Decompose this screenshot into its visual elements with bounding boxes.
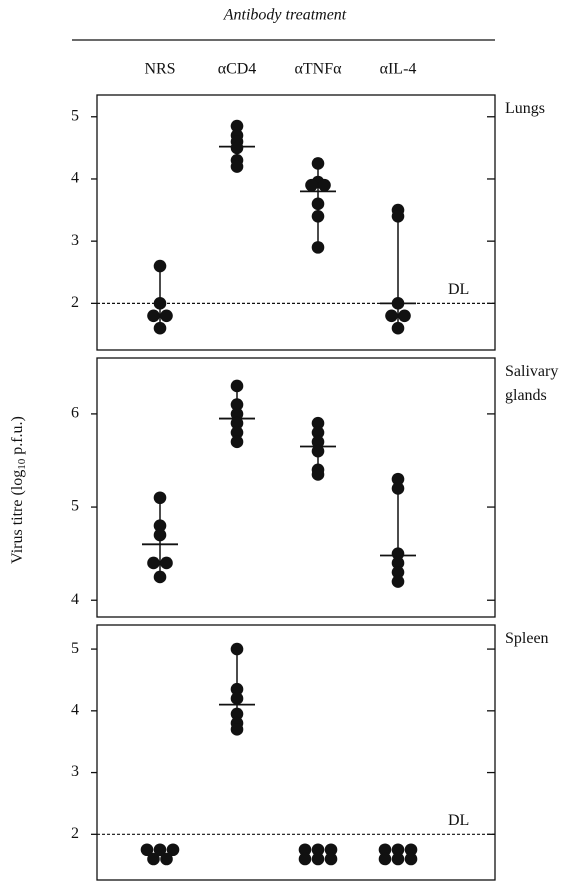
panel-frame xyxy=(96,624,496,881)
data-point xyxy=(230,141,244,155)
panel-title-line: Lungs xyxy=(505,100,545,117)
y-tick-label: 5 xyxy=(71,498,79,515)
data-point xyxy=(153,297,167,310)
data-point xyxy=(318,178,331,192)
y-tick-label: 4 xyxy=(71,170,79,187)
data-point xyxy=(404,852,418,866)
data-point xyxy=(153,570,167,584)
data-point xyxy=(398,309,411,323)
panel-title: Lungs xyxy=(505,100,545,117)
data-point xyxy=(311,197,325,211)
y-tick-label: 4 xyxy=(71,591,79,608)
data-point xyxy=(311,209,325,223)
data-point xyxy=(166,843,180,857)
data-point xyxy=(230,398,244,411)
data-point xyxy=(230,435,244,449)
data-point xyxy=(230,642,244,656)
data-point xyxy=(230,407,244,421)
y-label-end: p.f.u.) xyxy=(9,416,26,459)
data-point xyxy=(391,547,405,560)
data-point xyxy=(311,426,325,439)
y-tick-label: 3 xyxy=(71,232,79,249)
data-point xyxy=(378,843,392,857)
data-point xyxy=(311,444,325,458)
figure-title: Antibody treatment xyxy=(223,7,347,24)
data-point xyxy=(324,843,338,857)
data-point xyxy=(311,435,325,449)
data-point xyxy=(391,297,405,310)
data-point xyxy=(311,843,325,857)
category-label: NRS xyxy=(144,61,175,78)
data-point xyxy=(153,519,167,532)
data-point xyxy=(230,707,244,721)
category-label: αIL-4 xyxy=(380,61,417,78)
data-point xyxy=(140,843,154,857)
data-point xyxy=(298,852,312,866)
panel-title: Salivary glands xyxy=(505,363,558,404)
y-label-main: Virus titre (log xyxy=(9,470,26,564)
data-point xyxy=(153,528,167,542)
data-point xyxy=(230,379,244,393)
y-tick-label: 5 xyxy=(71,107,79,124)
detection-limit-label: DL xyxy=(448,812,469,829)
y-tick-label: 4 xyxy=(71,701,79,718)
data-point xyxy=(147,852,160,866)
panel-frame xyxy=(96,94,496,351)
data-point xyxy=(230,119,244,133)
data-point xyxy=(160,852,173,866)
data-point xyxy=(311,241,325,254)
data-point xyxy=(391,556,405,570)
data-point xyxy=(391,321,405,335)
data-point xyxy=(311,468,325,481)
panel-frame xyxy=(96,357,496,618)
data-point xyxy=(153,491,167,505)
category-label: αCD4 xyxy=(218,61,257,78)
data-point xyxy=(153,321,167,335)
data-point xyxy=(230,160,244,173)
y-tick-label: 2 xyxy=(71,825,79,842)
data-point xyxy=(153,843,167,857)
data-point xyxy=(311,852,325,866)
category-label: αTNFα xyxy=(295,61,343,78)
data-point xyxy=(324,852,338,866)
data-point xyxy=(230,692,244,705)
data-point xyxy=(391,482,405,495)
y-tick-label: 6 xyxy=(71,405,79,422)
y-tick-label: 2 xyxy=(71,294,79,311)
data-point xyxy=(230,682,244,696)
data-point xyxy=(378,852,392,866)
data-point xyxy=(385,309,398,323)
data-point xyxy=(230,426,244,439)
data-point xyxy=(391,209,405,223)
detection-limit-label: DL xyxy=(448,281,469,298)
data-point xyxy=(391,565,405,579)
data-point xyxy=(230,723,244,736)
data-point xyxy=(160,556,173,570)
data-point xyxy=(404,843,418,857)
y-tick-label: 3 xyxy=(71,763,79,780)
data-point xyxy=(305,178,318,192)
data-point xyxy=(160,309,173,323)
y-tick-label: 5 xyxy=(71,640,79,657)
data-point xyxy=(391,852,405,866)
panel-title: Spleen xyxy=(505,630,549,647)
data-point xyxy=(311,416,325,430)
data-point xyxy=(230,416,244,430)
data-point xyxy=(391,472,405,486)
data-point xyxy=(391,843,405,857)
data-point xyxy=(147,556,160,570)
panel-title-line: glands xyxy=(505,387,547,404)
y-axis-label: Virus titre (log10 p.f.u.) xyxy=(9,416,28,564)
panel-title-line: Spleen xyxy=(505,630,549,647)
panel-title-line: Salivary xyxy=(505,363,558,380)
data-point xyxy=(311,157,325,170)
data-point xyxy=(298,843,312,857)
data-point xyxy=(391,575,405,588)
data-point xyxy=(153,259,167,273)
y-label-sub: 10 xyxy=(16,458,28,470)
data-point xyxy=(147,309,160,323)
